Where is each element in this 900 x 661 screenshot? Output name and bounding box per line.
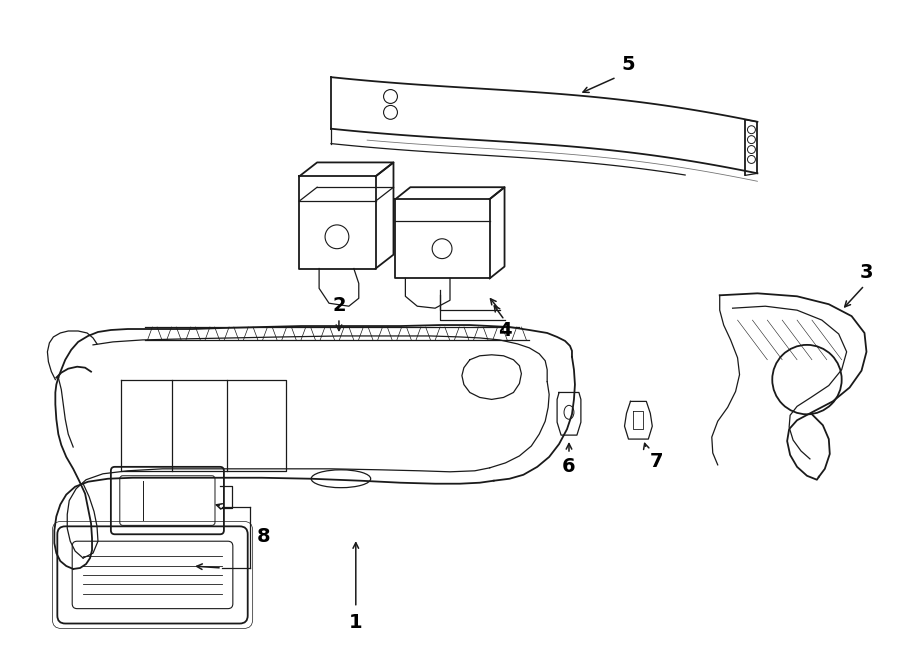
Text: 2: 2 <box>332 295 346 315</box>
Text: 5: 5 <box>622 55 635 74</box>
Text: 1: 1 <box>349 613 363 632</box>
Text: 7: 7 <box>650 452 663 471</box>
Text: 4: 4 <box>498 321 511 340</box>
Text: 3: 3 <box>860 263 873 282</box>
Text: 8: 8 <box>256 527 270 546</box>
Text: 6: 6 <box>562 457 576 477</box>
